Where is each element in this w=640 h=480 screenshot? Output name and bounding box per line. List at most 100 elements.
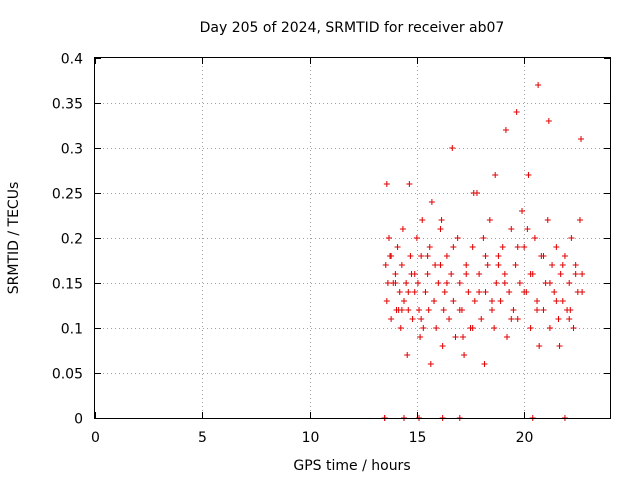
data-point (449, 145, 456, 151)
data-point (540, 307, 547, 313)
data-point (450, 244, 457, 250)
data-point (425, 307, 432, 313)
data-point (426, 244, 433, 250)
data-point (424, 253, 431, 259)
data-point (392, 271, 399, 277)
data-point (521, 244, 528, 250)
data-point (407, 253, 414, 259)
data-point (424, 271, 431, 277)
data-point (534, 307, 541, 313)
data-point (491, 325, 498, 331)
data-point (493, 280, 500, 286)
x-tick-label: 0 (91, 430, 100, 446)
data-point (414, 280, 421, 286)
data-point (398, 262, 405, 268)
data-point (566, 316, 573, 322)
data-point (568, 235, 575, 241)
data-point (411, 289, 418, 295)
data-point (446, 316, 453, 322)
data-point (384, 280, 391, 286)
data-point (469, 244, 476, 250)
data-point (502, 127, 509, 133)
data-point (512, 262, 519, 268)
data-point (540, 253, 547, 259)
data-point (476, 289, 483, 295)
data-point (478, 316, 485, 322)
x-tick-label: 5 (198, 430, 207, 446)
data-point (404, 352, 411, 358)
x-tick-label: 15 (409, 430, 427, 446)
data-point (501, 271, 508, 277)
data-point (559, 262, 566, 268)
data-point (488, 298, 495, 304)
data-point (546, 325, 553, 331)
data-point (516, 280, 523, 286)
data-point (440, 307, 447, 313)
data-point (578, 136, 585, 142)
data-point (531, 235, 538, 241)
data-point (401, 298, 407, 304)
data-point (572, 271, 579, 277)
data-point (418, 316, 425, 322)
data-point (567, 307, 574, 313)
data-point (521, 289, 528, 295)
data-point (413, 235, 420, 241)
data-point (497, 298, 504, 304)
data-point (383, 181, 390, 187)
data-point (417, 334, 424, 340)
data-points (381, 82, 586, 421)
data-point (416, 307, 423, 313)
y-tick-label: 0.1 (61, 322, 83, 338)
data-point (469, 325, 476, 331)
data-point (388, 253, 395, 259)
data-point (406, 181, 413, 187)
data-point (405, 307, 412, 313)
y-tick-label: 0.35 (52, 97, 83, 113)
data-point (439, 343, 446, 349)
plot-frame (94, 57, 611, 419)
data-point (395, 307, 402, 313)
data-point (527, 271, 534, 277)
data-point (504, 334, 510, 340)
y-tick-label: 0.15 (52, 277, 83, 293)
data-point (527, 325, 534, 331)
data-point (480, 235, 487, 241)
data-point (482, 289, 489, 295)
data-point (492, 172, 499, 178)
x-tick-label: 20 (516, 430, 534, 446)
data-point (456, 307, 463, 313)
data-point (443, 253, 450, 259)
data-point (488, 307, 495, 313)
data-point (557, 271, 564, 277)
data-point (399, 226, 406, 232)
data-point (397, 325, 404, 331)
data-point (403, 280, 410, 286)
data-point (388, 316, 395, 322)
data-point (456, 280, 463, 286)
data-point (544, 217, 551, 223)
data-point (553, 298, 560, 304)
data-point (559, 298, 566, 304)
data-point (486, 217, 493, 223)
data-point (495, 253, 502, 259)
data-point (432, 262, 439, 268)
data-point (553, 244, 560, 250)
data-point (513, 109, 520, 115)
y-tick-label: 0.2 (61, 232, 83, 248)
data-point (508, 226, 515, 232)
data-point (471, 298, 478, 304)
data-point (422, 289, 429, 295)
data-point (561, 253, 568, 259)
data-point (382, 262, 389, 268)
data-point (506, 289, 513, 295)
data-point (431, 298, 438, 304)
data-point (394, 244, 401, 250)
data-point (452, 334, 459, 340)
data-point (392, 280, 399, 286)
data-point (579, 289, 586, 295)
data-point (546, 280, 553, 286)
data-point (495, 262, 502, 268)
data-point (566, 280, 573, 286)
axes: 0 5 10 15 20 0 0.05 0.1 0.15 0.2 0.25 0.3 0.35 0.4 (52, 52, 610, 446)
